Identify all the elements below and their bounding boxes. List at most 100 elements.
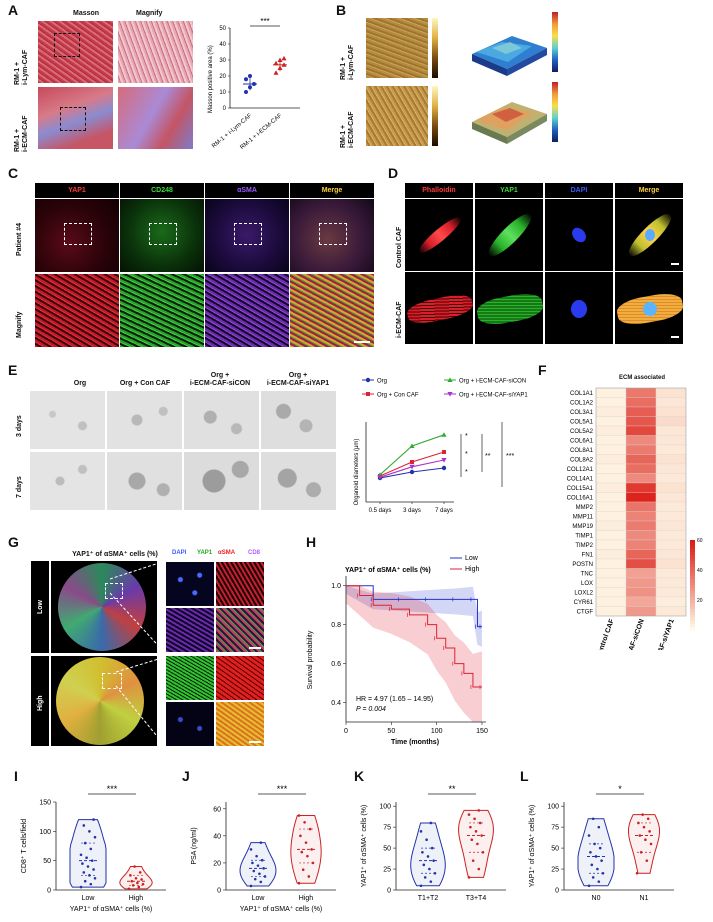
panel-l-ytick-label: 100 — [547, 804, 559, 811]
panel-f-gene-label: MMP2 — [576, 505, 594, 511]
panel-f-gene-label: COL8A2 — [570, 458, 594, 464]
panel-l-cat-label: N0 — [592, 895, 601, 902]
panel-f-scale-step — [690, 627, 695, 631]
panel-l-ytick-label: 50 — [551, 846, 559, 853]
panel-e-point — [409, 443, 415, 448]
panel-l-point — [645, 859, 649, 862]
panel-e-legend-marker — [447, 392, 453, 397]
panel-h-ci-band — [346, 585, 482, 647]
panel-c-zoom-box-1 — [64, 223, 92, 245]
panel-d-scale-bar-1 — [671, 263, 679, 265]
panel-e-point — [441, 432, 447, 437]
panel-e-img-1-4 — [261, 391, 336, 449]
panel-h-km-curve — [346, 585, 482, 628]
panel-f-heat-cell — [655, 454, 687, 465]
panel-k-ylabel: YAP1⁺ of αSMA⁺ cells (%) — [360, 805, 368, 888]
panel-a-ylabel: Masson positive area (%) — [208, 45, 214, 113]
panel-k-ytick-label: 50 — [383, 846, 391, 853]
panel-f-heat-cell — [655, 558, 687, 569]
panel-f-label: F — [538, 362, 547, 378]
panel-h-xtick-label: 150 — [476, 728, 488, 735]
panel-i-chart: CD8⁺ T cells/field 0 50 100 150 *** Low High YAP… — [20, 784, 166, 913]
panel-l-point — [638, 834, 642, 837]
panel-f-scale-step — [690, 579, 695, 583]
panel-h-ytick-label: 0.6 — [331, 661, 341, 668]
panel-f-scale-step — [690, 600, 695, 604]
panel-f-heat-cell — [625, 568, 657, 579]
panel-e-img-1-1 — [30, 391, 105, 449]
panel-f-heat-cell — [625, 587, 657, 598]
panel-a-point — [244, 77, 248, 82]
panel-g-low-core — [58, 563, 146, 651]
panel-f-heat-cell — [595, 454, 627, 465]
panel-h-p: P = 0.004 — [356, 706, 386, 713]
panel-k-point — [423, 876, 427, 879]
panel-l-point — [587, 834, 591, 837]
panel-f-col-label: i-ECM-CAF-siYAP1 — [648, 618, 676, 650]
panel-f-heat-cell — [625, 539, 657, 550]
panel-e-col-4: Org + i-ECM-CAF-siYAP1 — [266, 372, 330, 387]
panel-f-scale-label: 20 — [697, 598, 703, 604]
panel-b-label: B — [336, 2, 347, 18]
panel-f-heat-cell — [625, 549, 657, 560]
panel-f-heat-cell — [655, 416, 687, 427]
panel-e-img-2-4 — [261, 452, 336, 510]
panel-e-point — [441, 465, 447, 471]
panel-f-heat-cell — [595, 587, 627, 598]
panel-g-high-core — [56, 657, 144, 745]
panel-e-point — [410, 460, 414, 464]
panel-c-mag-yap1 — [35, 274, 119, 347]
panel-j-point — [249, 848, 253, 851]
panel-a-point — [273, 70, 279, 75]
panel-f-gene-label: COL3A1 — [570, 410, 594, 416]
panel-c-header-yap1: YAP1 — [35, 183, 119, 198]
panel-f-heatmap: COL1A1 COL1A2 COL3A1 COL5A1 COL5A2 COL6A1 COL8… — [567, 387, 703, 650]
panel-j-point — [249, 884, 253, 888]
panel-c-img-yap1 — [35, 199, 119, 272]
panel-f-heat-cell — [655, 587, 687, 598]
panel-f-scale-step — [690, 591, 695, 595]
panel-f-heat-cell — [625, 406, 657, 417]
panel-k-point — [426, 855, 430, 858]
panel-a-masson-img-1 — [38, 21, 113, 83]
panel-j-point — [310, 848, 313, 851]
panel-i-point — [88, 874, 91, 877]
panel-l-point — [594, 855, 598, 858]
panel-f-gene-label: LOXL2 — [574, 591, 593, 597]
panel-e-col-2: Org + Con CAF — [119, 380, 171, 387]
panel-i-point — [90, 859, 94, 862]
panel-a-col-magnify: Magnify — [136, 10, 163, 17]
panel-f-scale-step — [690, 609, 695, 613]
panel-c-zoom-box-3 — [234, 223, 262, 245]
panel-i-point — [127, 887, 131, 891]
panel-j-ytick-label: 40 — [213, 833, 221, 840]
panel-l-point — [589, 850, 592, 854]
panel-d-img-2-3 — [545, 272, 613, 344]
panel-d-img-1-3 — [545, 199, 613, 271]
panel-g-scale-bar-high — [249, 741, 261, 743]
panel-f-heat-cell — [655, 568, 687, 579]
panel-f-heat-cell — [595, 501, 627, 512]
panel-k-sig: ** — [448, 784, 456, 794]
panel-i-point — [85, 856, 88, 860]
panel-e-row2-label: 7 days — [16, 476, 23, 498]
panel-l-point — [597, 880, 601, 883]
panel-f-scale-step — [690, 603, 695, 607]
panel-f-heat-cell — [655, 549, 687, 560]
panel-f-scale-step — [690, 585, 695, 589]
panel-d-row1-label: Control CAF — [396, 226, 403, 268]
panel-b-3d-scale-2 — [552, 82, 558, 142]
panel-f-scale-step — [690, 618, 695, 622]
panel-b-afm-scale-2 — [432, 86, 438, 146]
panel-b-row2-label: RM-1 + i-ECM-CAF — [340, 111, 355, 148]
panel-f-heat-cell — [655, 435, 687, 446]
panel-c-header-merge: Merge — [290, 183, 374, 198]
panel-l-ytick-label: 25 — [551, 867, 559, 874]
panel-f-scale-step — [690, 558, 695, 562]
panel-i-ytick-label: 100 — [39, 829, 51, 836]
panel-d-header-yap1: YAP1 — [475, 183, 543, 198]
panel-d-label: D — [388, 165, 399, 181]
panel-i-point — [92, 818, 95, 821]
panel-f-gene-label: COL1A1 — [570, 391, 594, 397]
panel-k-ytick-label: 75 — [383, 825, 391, 832]
